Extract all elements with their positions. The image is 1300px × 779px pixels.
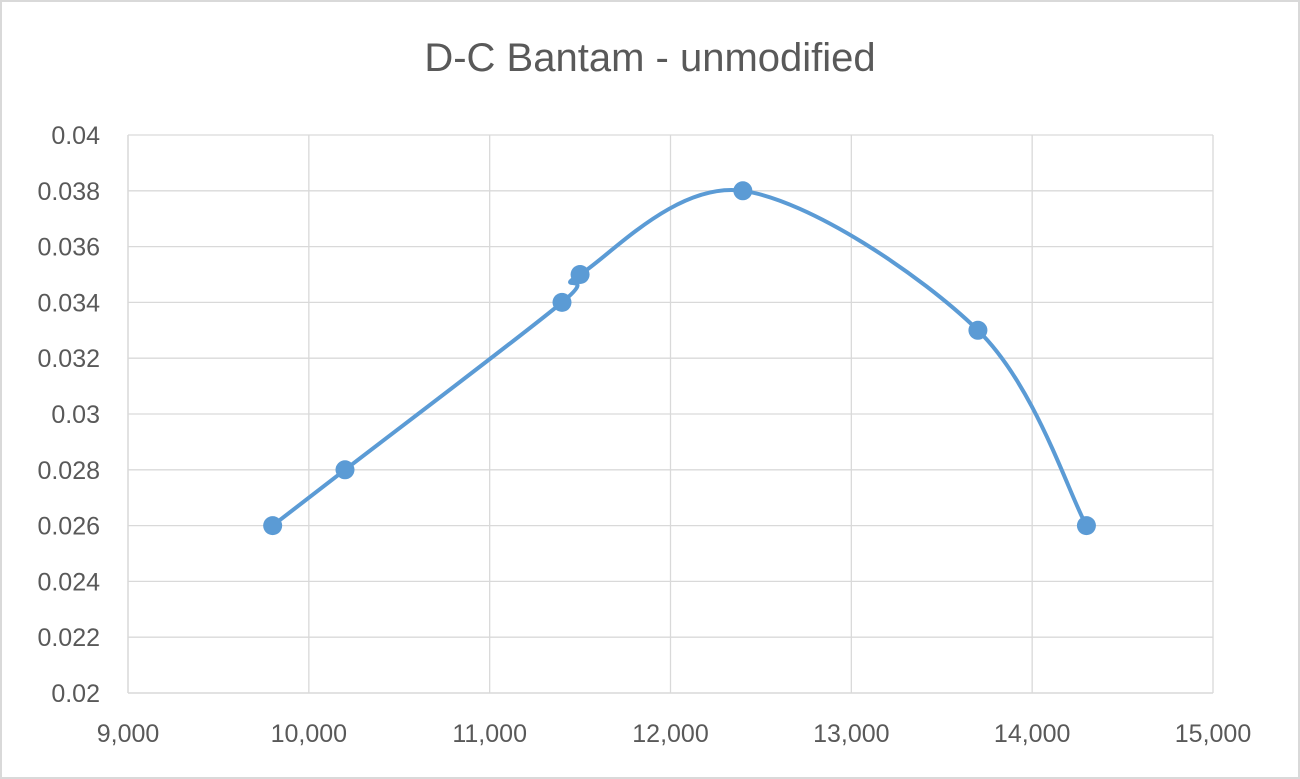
data-point [1076,516,1096,536]
data-point [263,516,283,536]
series-layer [263,181,1096,536]
y-tick-label: 0.04 [51,122,100,150]
x-tick-label: 12,000 [632,720,708,748]
y-tick-label: 0.028 [37,457,100,485]
data-point [570,265,590,284]
x-tick-label: 10,000 [271,720,347,748]
x-tick-label: 13,000 [813,720,889,748]
y-tick-label: 0.022 [37,624,100,652]
x-tick-label: 9,000 [97,720,160,748]
y-tick-label: 0.024 [37,568,100,596]
y-tick-label: 0.026 [37,513,100,541]
y-tick-label: 0.02 [51,680,100,708]
data-point [733,181,753,201]
y-tick-label: 0.034 [37,289,100,317]
y-tick-label: 0.032 [37,345,100,373]
horizontal-gridlines [128,134,1213,638]
x-tick-label: 15,000 [1175,720,1251,748]
data-point [335,460,355,480]
x-tick-label: 14,000 [994,720,1070,748]
axes [127,135,1213,694]
data-point [968,320,988,340]
chart-title: D-C Bantam - unmodified [424,36,876,80]
y-tick-labels: 0.02 0.022 0.024 0.026 0.028 0.03 0.032 0.034 0.… [37,122,100,708]
y-tick-label: 0.038 [37,178,100,206]
y-tick-label: 0.036 [37,234,100,262]
y-tick-label: 0.03 [51,401,100,429]
x-tick-labels: 9,000 10,000 11,000 12,000 13,000 14,000 15,00… [97,720,1252,748]
x-tick-label: 11,000 [452,720,527,748]
data-point [552,292,572,312]
